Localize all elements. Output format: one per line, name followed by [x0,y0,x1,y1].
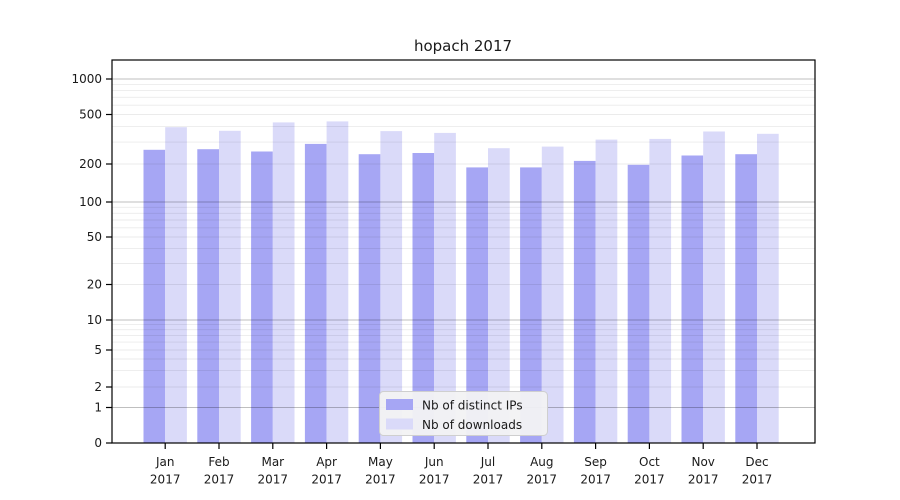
x-tick-label-month: Dec [745,455,768,469]
legend-label-downloads: Nb of downloads [422,418,522,432]
y-tick-label: 1 [94,401,102,415]
y-tick-label: 100 [79,195,102,209]
bar-downloads-jun [434,132,456,443]
x-tick-label-month: Nov [691,455,714,469]
bar-downloads-jul [488,148,510,443]
y-tick-label: 500 [79,108,102,122]
x-tick-label-month: Mar [261,455,284,469]
y-tick-label: 10 [87,313,102,327]
x-tick-label-year: 2017 [365,473,396,487]
x-tick-label-year: 2017 [527,473,558,487]
x-tick-label-year: 2017 [204,473,235,487]
x-tick-label-month: May [368,455,393,469]
y-tick-label: 1000 [71,72,102,86]
bar-ips-jun [412,153,435,443]
legend-swatch-downloads [386,418,413,430]
y-tick-label: 20 [87,278,102,292]
bar-downloads-nov [703,131,725,443]
x-tick-label-month: Jan [155,455,175,469]
y-tick-label: 2 [94,380,102,394]
plot-border [111,59,816,444]
x-tick-label-year: 2017 [258,473,289,487]
legend-swatch-distinct-ips [386,399,413,410]
bar-downloads-apr [326,121,349,444]
bar-ips-aug [520,167,542,443]
x-tick-label-year: 2017 [419,473,450,487]
bar-downloads-may [380,131,403,443]
bar-downloads-aug [541,146,564,443]
bar-downloads-oct [649,138,672,443]
bar-ips-sep [573,160,596,443]
x-tick-label-year: 2017 [688,473,719,487]
x-axis: Jan 2017 Feb 2017 Mar 2017 Apr 2017 May 2017 Jun 20… [150,443,772,487]
chart-title: hopach 2017 [414,37,512,55]
x-tick-label-month: Jul [480,455,495,469]
x-tick-label-year: 2017 [742,473,773,487]
y-tick-label: 0 [94,436,102,450]
bar-ips-nov [681,155,704,443]
bar-downloads-jan [165,127,187,443]
x-tick-label-year: 2017 [311,473,342,487]
x-tick-label-year: 2017 [580,473,611,487]
bar-ips-jul [466,167,488,443]
legend: Nb of distinct IPs Nb of downloads [379,391,548,436]
x-tick-label-month: Feb [208,455,229,469]
bar-downloads-sep [595,139,618,443]
legend-label-distinct-ips: Nb of distinct IPs [422,399,523,413]
x-tick-label-month: Jun [424,455,444,469]
bar-downloads-dec [757,133,779,444]
bar-downloads-mar [272,122,295,444]
x-tick-label-year: 2017 [473,473,504,487]
x-tick-label-month: Aug [530,455,553,469]
bars-layer [143,121,779,444]
x-tick-label-year: 2017 [634,473,665,487]
x-tick-label-month: Apr [316,455,337,469]
y-tick-label: 5 [94,343,102,357]
bar-downloads-feb [219,130,241,444]
bar-ips-apr [304,143,327,443]
bar-ips-may [358,154,381,443]
bar-ips-feb [197,149,219,443]
bar-ips-jan [143,149,166,444]
bar-ips-dec [735,154,757,443]
y-tick-label: 50 [87,230,102,244]
y-axis: 0 1 2 5 10 20 50 100 200 500 1000 [71,72,112,450]
bar-ips-oct [627,164,650,444]
gridlines-layer [112,78,815,408]
x-tick-label-month: Sep [584,455,607,469]
x-tick-label-year: 2017 [150,473,181,487]
bar-ips-mar [251,151,273,443]
x-tick-label-month: Oct [639,455,660,469]
y-tick-label: 200 [79,157,102,171]
legend-box [379,391,548,436]
